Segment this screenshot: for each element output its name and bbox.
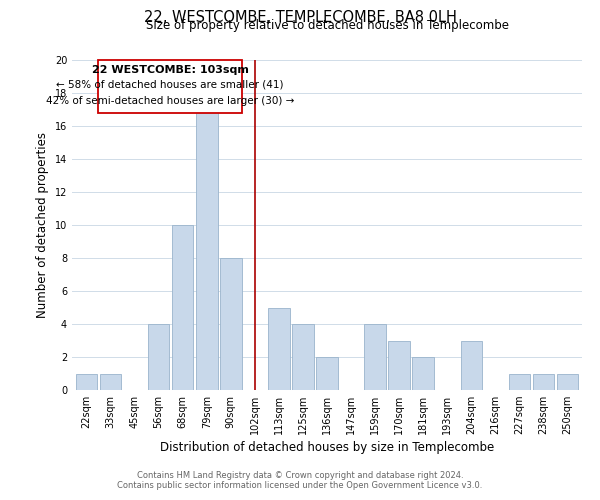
Text: ← 58% of detached houses are smaller (41): ← 58% of detached houses are smaller (41… bbox=[56, 80, 284, 90]
Bar bbox=[196, 110, 218, 390]
Bar bbox=[509, 374, 530, 390]
Bar bbox=[533, 374, 554, 390]
Text: Contains HM Land Registry data © Crown copyright and database right 2024.
Contai: Contains HM Land Registry data © Crown c… bbox=[118, 470, 482, 490]
Bar bbox=[388, 340, 410, 390]
Bar bbox=[292, 324, 314, 390]
Bar bbox=[364, 324, 386, 390]
Bar bbox=[172, 225, 193, 390]
Bar bbox=[220, 258, 242, 390]
Bar bbox=[100, 374, 121, 390]
Bar bbox=[76, 374, 97, 390]
Bar bbox=[268, 308, 290, 390]
Bar bbox=[412, 357, 434, 390]
X-axis label: Distribution of detached houses by size in Templecombe: Distribution of detached houses by size … bbox=[160, 442, 494, 454]
Y-axis label: Number of detached properties: Number of detached properties bbox=[36, 132, 49, 318]
Bar bbox=[316, 357, 338, 390]
Bar bbox=[148, 324, 169, 390]
Title: Size of property relative to detached houses in Templecombe: Size of property relative to detached ho… bbox=[146, 20, 509, 32]
Text: 42% of semi-detached houses are larger (30) →: 42% of semi-detached houses are larger (… bbox=[46, 96, 294, 106]
Text: 22 WESTCOMBE: 103sqm: 22 WESTCOMBE: 103sqm bbox=[92, 65, 248, 75]
FancyBboxPatch shape bbox=[98, 60, 242, 113]
Bar bbox=[461, 340, 482, 390]
Text: 22, WESTCOMBE, TEMPLECOMBE, BA8 0LH: 22, WESTCOMBE, TEMPLECOMBE, BA8 0LH bbox=[143, 10, 457, 25]
Bar bbox=[557, 374, 578, 390]
